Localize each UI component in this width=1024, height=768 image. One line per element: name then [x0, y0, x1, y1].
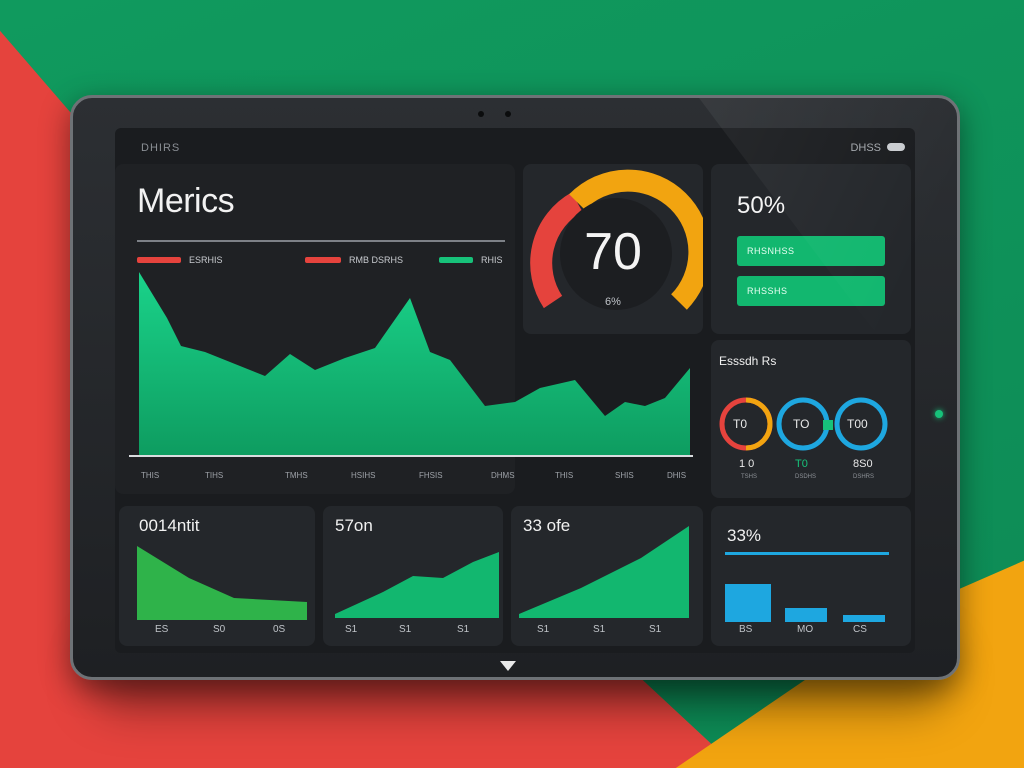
topbar-right-text: DHSS [850, 142, 881, 154]
main-area-chart [129, 272, 693, 457]
gauge-segment-red [530, 192, 583, 309]
legend-item: ESRHIS [137, 255, 223, 265]
camera-dot [505, 111, 511, 117]
ring-sub-label: DSDHS [795, 474, 817, 480]
progress-bar-label: RHSNHSS [747, 246, 795, 256]
legend-swatch [439, 257, 473, 263]
card-area-chart [137, 546, 307, 620]
ring-inner-label: TO [793, 417, 810, 431]
card-x-tick: S1 [593, 624, 606, 635]
ring-inner-label: T0 [733, 417, 748, 431]
card-x-tick: 0S [273, 624, 286, 635]
x-tick-label: SHIS [615, 471, 634, 480]
card-x-tick: S1 [537, 624, 550, 635]
gauge-dial [530, 169, 703, 310]
ring-value: 8S0 [853, 458, 873, 470]
bar-x-tick: CS [853, 624, 867, 635]
x-tick-label: HSIHS [351, 471, 376, 480]
gauge-caption: 6% [605, 296, 621, 308]
card-x-tick: S1 [457, 624, 470, 635]
legend-swatch [305, 257, 341, 263]
ring-value: T0 [795, 458, 808, 470]
x-tick-label: TIHS [205, 471, 224, 480]
gauge-panel: 70 6% [523, 164, 703, 334]
progress-panel: 50% RHSNHSS RHSSHS [711, 164, 911, 334]
bar-card-divider [725, 552, 889, 555]
top-bar: DHIRS DHSS [115, 128, 915, 164]
x-tick-label: TMHS [285, 471, 308, 480]
bar-mark [725, 584, 771, 622]
x-tick-label: THIS [141, 471, 160, 480]
gauge-center [560, 198, 672, 310]
title-divider [137, 240, 505, 242]
toggle-switch[interactable] [887, 143, 905, 151]
gauge-value: 70 [584, 223, 642, 281]
progress-bar[interactable]: RHSSHS [737, 276, 885, 306]
legend-item: RMB DSRHS [305, 255, 403, 265]
ring-segment [834, 397, 888, 451]
tablet-device: DHIRS DHSS Merics ESRHIS RMB DSRHS RHIS [70, 95, 963, 680]
card-title: 57on [335, 516, 373, 535]
card-x-tick: S1 [345, 624, 358, 635]
bar-card-title: 33% [727, 526, 762, 545]
card-title: 0014ntit [139, 516, 200, 535]
bar-card-chart [725, 584, 885, 622]
ring-sub-label: DSHRS [853, 474, 875, 480]
ring-charts [719, 397, 888, 451]
legend-item: RHIS [439, 255, 503, 265]
gauge-segment-yellow [569, 169, 703, 310]
legend-label: RHIS [481, 255, 503, 265]
bar-card: 33% BS MO CS [711, 506, 911, 646]
rings-panel: Esssdh Rs T0 TO T00 1 0 T0 8S0 TSHS DSDH… [711, 340, 911, 498]
metric-card: 57on S1 S1 S1 [323, 506, 503, 646]
progress-bar[interactable]: RHSNHSS [737, 236, 885, 266]
card-area-series [335, 552, 499, 618]
legend-label: RMB DSRHS [349, 255, 404, 265]
metric-card: 33 ofe S1 S1 S1 [511, 506, 703, 646]
metric-card: 0014ntit ES S0 0S [119, 506, 315, 646]
status-led [935, 410, 943, 418]
rings-title: Esssdh Rs [719, 354, 777, 368]
legend-swatch [137, 257, 181, 263]
card-x-tick: ES [155, 624, 169, 635]
legend-label: ESRHIS [189, 255, 223, 265]
tablet-screen: DHIRS DHSS Merics ESRHIS RMB DSRHS RHIS [115, 128, 915, 653]
bar-mark [843, 615, 885, 622]
card-area-chart [519, 526, 689, 618]
ring-sub-label: TSHS [741, 474, 758, 480]
main-area-series [139, 272, 690, 456]
card-x-tick: S0 [213, 624, 226, 635]
bar-mark [785, 608, 827, 622]
ring-inner-label: T00 [847, 417, 868, 431]
x-tick-label: FHSIS [419, 471, 443, 480]
ring-value: 1 0 [739, 458, 755, 470]
card-x-tick: S1 [399, 624, 412, 635]
x-tick-label: DHMS [491, 471, 515, 480]
ring-segment [745, 397, 773, 451]
camera-dot [478, 111, 484, 117]
card-area-chart [335, 552, 499, 618]
card-x-tick: S1 [649, 624, 662, 635]
bar-x-tick: BS [739, 624, 753, 635]
progress-percent: 50% [737, 192, 786, 219]
page-title: Merics [137, 182, 235, 220]
ring-connector [823, 420, 833, 430]
progress-bar-label: RHSSHS [747, 286, 788, 296]
card-area-series [137, 546, 307, 620]
x-tick-label: THIS [555, 471, 574, 480]
topbar-left-text: DHIRS [141, 142, 181, 154]
bar-x-tick: MO [797, 624, 814, 635]
card-area-series [519, 526, 689, 618]
x-tick-label: DHIS [667, 471, 687, 480]
card-title: 33 ofe [523, 516, 571, 535]
home-button-icon[interactable] [500, 661, 516, 671]
